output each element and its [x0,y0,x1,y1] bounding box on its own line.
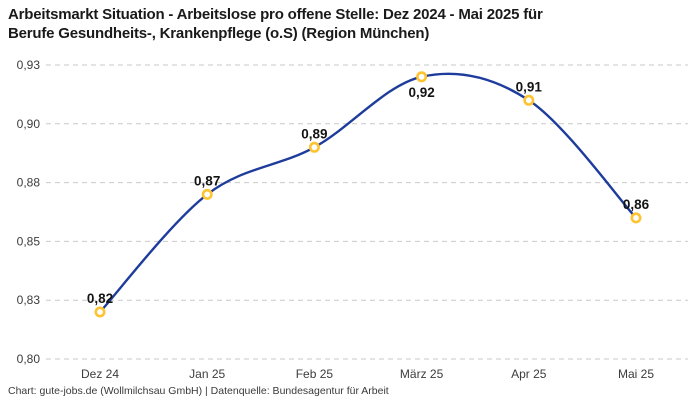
x-tick-label: März 25 [400,367,444,381]
x-tick-label: Jan 25 [189,367,225,381]
data-point-marker [308,141,320,153]
data-point-marker [416,71,428,83]
data-point-label: 0,91 [516,79,543,94]
data-point-label: 0,87 [194,173,220,188]
y-tick-label: 0,88 [17,176,41,190]
data-point-marker [630,212,642,224]
chart-title: Arbeitsmarkt Situation - Arbeitslose pro… [8,5,668,43]
y-tick-label: 0,83 [17,293,41,307]
data-point-marker [94,306,106,318]
y-tick-label: 0,85 [17,234,41,248]
y-tick-label: 0,80 [17,352,41,366]
data-line [98,72,638,314]
y-tick-label: 0,93 [17,58,41,72]
data-point-label: 0,92 [408,85,434,100]
data-point-label: 0,82 [87,291,113,306]
x-tick-label: Apr 25 [511,367,547,381]
chart-footer: Chart: gute-jobs.de (Wollmilchsau GmbH) … [8,385,389,397]
data-point-marker [201,188,213,200]
chart-title-line2: Berufe Gesundheits-, Krankenpflege (o.S)… [8,25,430,42]
data-point-marker [523,94,535,106]
data-point-label: 0,89 [301,126,327,141]
x-tick-label: Feb 25 [296,367,334,381]
x-tick-label: Dez 24 [81,367,119,381]
data-point-label: 0,86 [623,197,650,212]
x-tick-label: Mai 25 [618,367,654,381]
chart-title-line1: Arbeitsmarkt Situation - Arbeitslose pro… [8,6,543,23]
y-tick-label: 0,90 [17,117,41,131]
